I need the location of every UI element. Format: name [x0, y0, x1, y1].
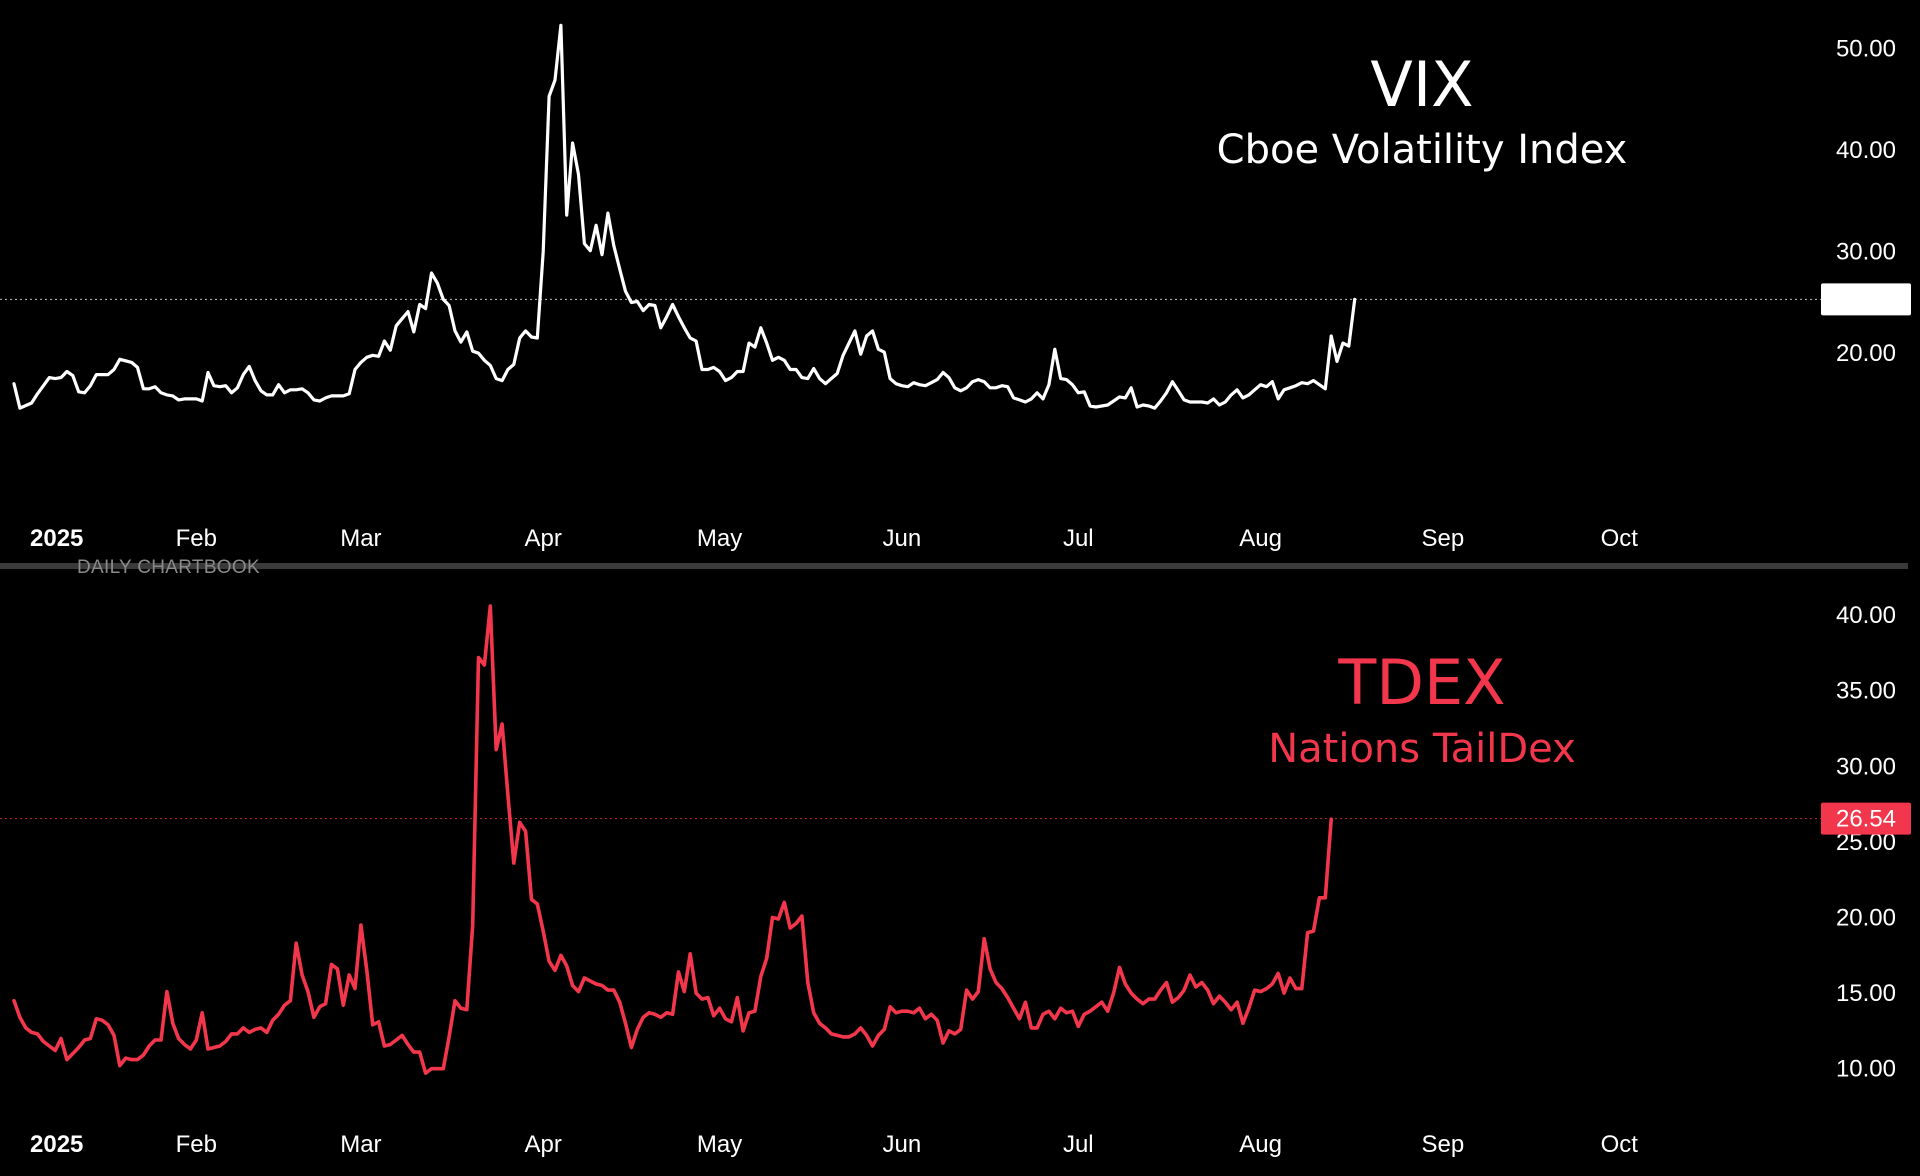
tdex-y-tick-label: 15.00 — [1836, 980, 1896, 1007]
tdex-subtitle: Nations TailDex — [1268, 726, 1576, 772]
tdex-x-tick-label: Oct — [1601, 1131, 1639, 1158]
tdex-x-tick-label: Feb — [176, 1131, 217, 1158]
tdex-last-value-badge-bg — [1821, 802, 1911, 835]
tdex-x-tick-label: Sep — [1422, 1131, 1465, 1158]
tdex-y-tick-label: 20.00 — [1836, 905, 1896, 932]
tdex-y-tick-label: 30.00 — [1836, 753, 1896, 780]
vix-y-axis: 20.00 30.00 40.00 50.00 — [1836, 36, 1896, 368]
tdex-x-axis: 2025 Feb Mar Apr May Jun Jul Aug Sep Oct — [30, 1131, 1638, 1158]
vix-panel: VIX Cboe Volatility Index 20.00 30.00 40.0… — [0, 23, 1911, 552]
vix-x-tick-label: 2025 — [30, 525, 83, 552]
vix-x-tick-label: Apr — [525, 525, 562, 552]
watermark: DAILY CHARTBOOK — [77, 557, 260, 578]
vix-last-value-badge: 25.30 — [1821, 283, 1911, 316]
panel-divider — [0, 563, 1908, 569]
tdex-y-tick-label: 10.00 — [1836, 1056, 1896, 1083]
tdex-y-tick-label: 35.00 — [1836, 678, 1896, 705]
vix-x-tick-label: Aug — [1239, 525, 1282, 552]
vix-x-tick-label: Jun — [883, 525, 922, 552]
tdex-x-tick-label: 2025 — [30, 1131, 83, 1158]
vix-x-axis: 2025 Feb Mar Apr May Jun Jul Aug Sep Oct — [30, 525, 1638, 552]
tdex-x-tick-label: Apr — [525, 1131, 562, 1158]
vix-y-tick-label: 40.00 — [1836, 137, 1896, 164]
tdex-title: TDEX — [1337, 646, 1505, 719]
vix-x-tick-label: May — [697, 525, 742, 552]
tdex-x-tick-label: Jun — [883, 1131, 922, 1158]
tdex-y-tick-label: 40.00 — [1836, 602, 1896, 629]
tdex-last-value-label: 26.54 — [1836, 806, 1896, 833]
vix-y-tick-label: 30.00 — [1836, 239, 1896, 266]
tdex-series-line — [12, 604, 1333, 1075]
tdex-x-tick-label: May — [697, 1131, 742, 1158]
vix-y-tick-label: 20.00 — [1836, 340, 1896, 367]
vix-x-tick-label: Jul — [1063, 525, 1094, 552]
tdex-last-value-badge: 26.54 — [1821, 802, 1911, 835]
vix-x-tick-label: Feb — [176, 525, 217, 552]
vix-series-line — [12, 23, 1357, 410]
tdex-x-tick-label: Jul — [1063, 1131, 1094, 1158]
vix-x-tick-label: Sep — [1422, 525, 1465, 552]
vix-title: VIX — [1370, 48, 1473, 121]
vix-subtitle: Cboe Volatility Index — [1217, 127, 1628, 173]
vix-y-tick-label: 50.00 — [1836, 36, 1896, 63]
vix-x-tick-label: Mar — [340, 525, 381, 552]
vix-last-value-label: 25.30 — [1836, 286, 1896, 313]
tdex-x-tick-label: Mar — [340, 1131, 381, 1158]
tdex-panel: TDEX Nations TailDex 10.0015.0020.0025.0… — [0, 602, 1911, 1158]
vix-last-value-badge-bg — [1821, 283, 1911, 316]
vix-x-tick-label: Oct — [1601, 525, 1639, 552]
tdex-x-tick-label: Aug — [1239, 1131, 1282, 1158]
